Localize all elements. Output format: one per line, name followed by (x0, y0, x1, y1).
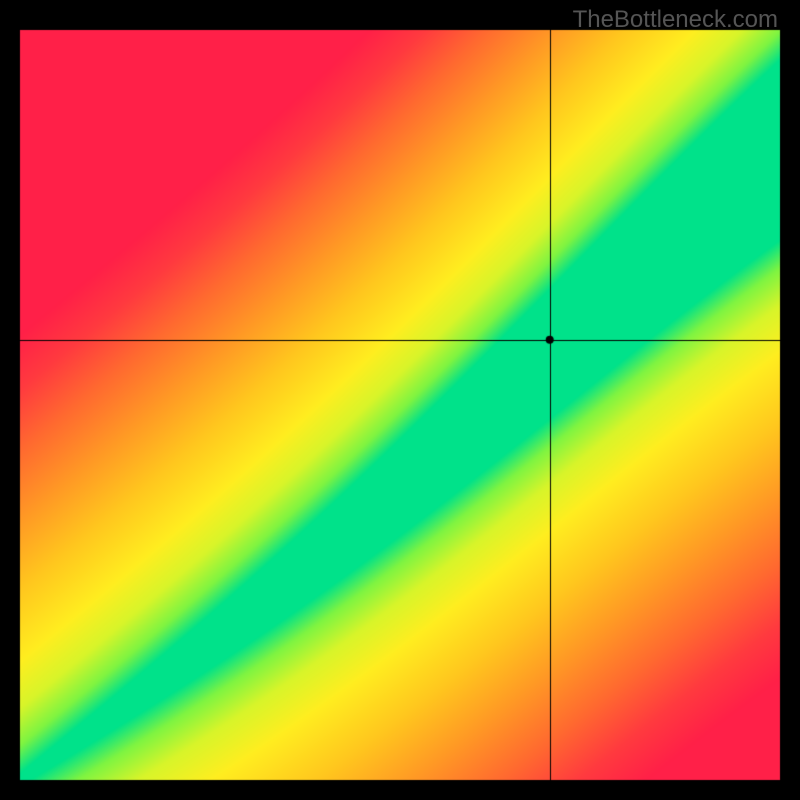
watermark-text: TheBottleneck.com (573, 6, 778, 34)
bottleneck-heatmap (0, 0, 800, 800)
